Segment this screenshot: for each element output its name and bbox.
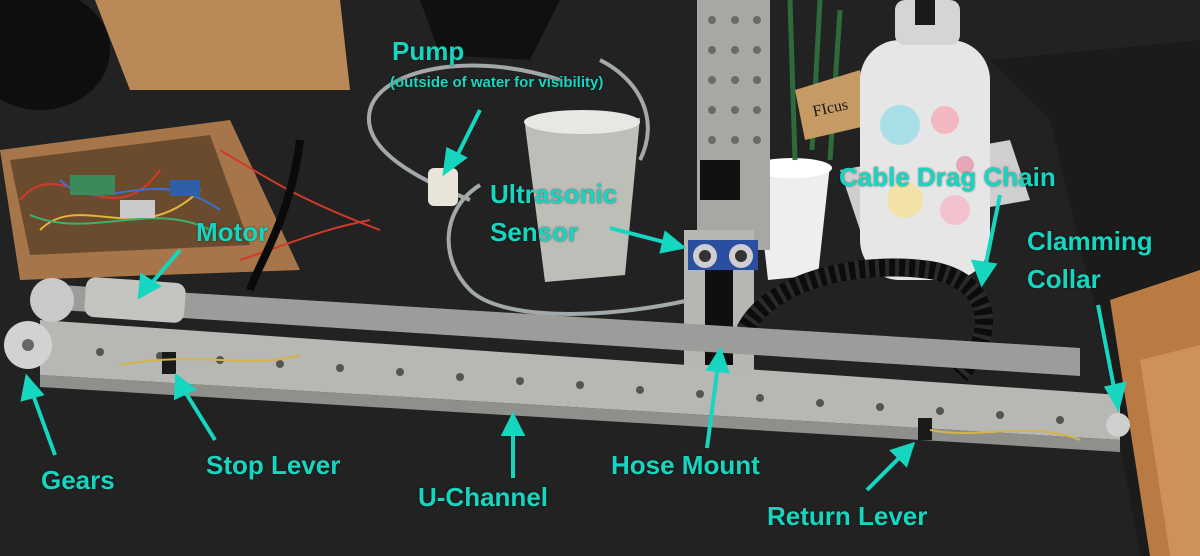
arrow-stop-lever — [182, 388, 217, 442]
annotation-arrows — [20, 109, 1127, 492]
label-cable-drag-chain: Cable Drag Chain — [839, 162, 1056, 192]
gear-back — [30, 278, 74, 322]
clear-tubing — [366, 58, 691, 316]
return-lever — [918, 418, 932, 440]
label-motor: Motor — [196, 217, 269, 247]
u-channel-holes — [96, 348, 1064, 424]
label-clamming-line1: Clamming — [1027, 226, 1153, 256]
arrow-cable-chain — [983, 194, 1002, 269]
arrow-collar — [1096, 304, 1117, 394]
u-channel — [40, 320, 1120, 440]
dark-cloth — [0, 0, 110, 110]
back-rail — [60, 285, 1080, 376]
stop-lever — [162, 352, 176, 374]
arrow-return-lever — [865, 453, 904, 492]
arrow-motor — [148, 248, 182, 287]
plastic-cup — [525, 118, 640, 282]
label-pump: Pump — [392, 36, 465, 66]
white-bowl — [755, 165, 830, 280]
vertical-tower — [697, 0, 770, 250]
label-hose-mount: Hose Mount — [611, 450, 760, 480]
label-ultrasonic-line1: Ultrasonic — [490, 179, 618, 209]
arrow-pump — [453, 109, 482, 161]
motor-body — [84, 277, 186, 323]
label-u-channel: U-Channel — [418, 482, 548, 512]
label-ultrasonic-line2: Sensor — [490, 217, 579, 247]
arrow-ultrasonic — [609, 226, 669, 245]
label-return-lever: Return Lever — [767, 501, 928, 531]
pump-body — [428, 168, 458, 206]
arrow-gears — [30, 391, 57, 456]
laptop — [420, 0, 560, 60]
plant-sign — [795, 70, 870, 140]
label-gears: Gears — [41, 465, 115, 495]
clamping-collar — [1106, 413, 1130, 437]
label-stop-lever: Stop Lever — [206, 450, 341, 480]
electronics-box-lid — [95, 0, 350, 90]
label-clamming-line2: Collar — [1027, 264, 1101, 294]
label-pump-note: (outside of water for visibility) — [390, 74, 604, 91]
arrow-hose-mount — [705, 364, 720, 449]
